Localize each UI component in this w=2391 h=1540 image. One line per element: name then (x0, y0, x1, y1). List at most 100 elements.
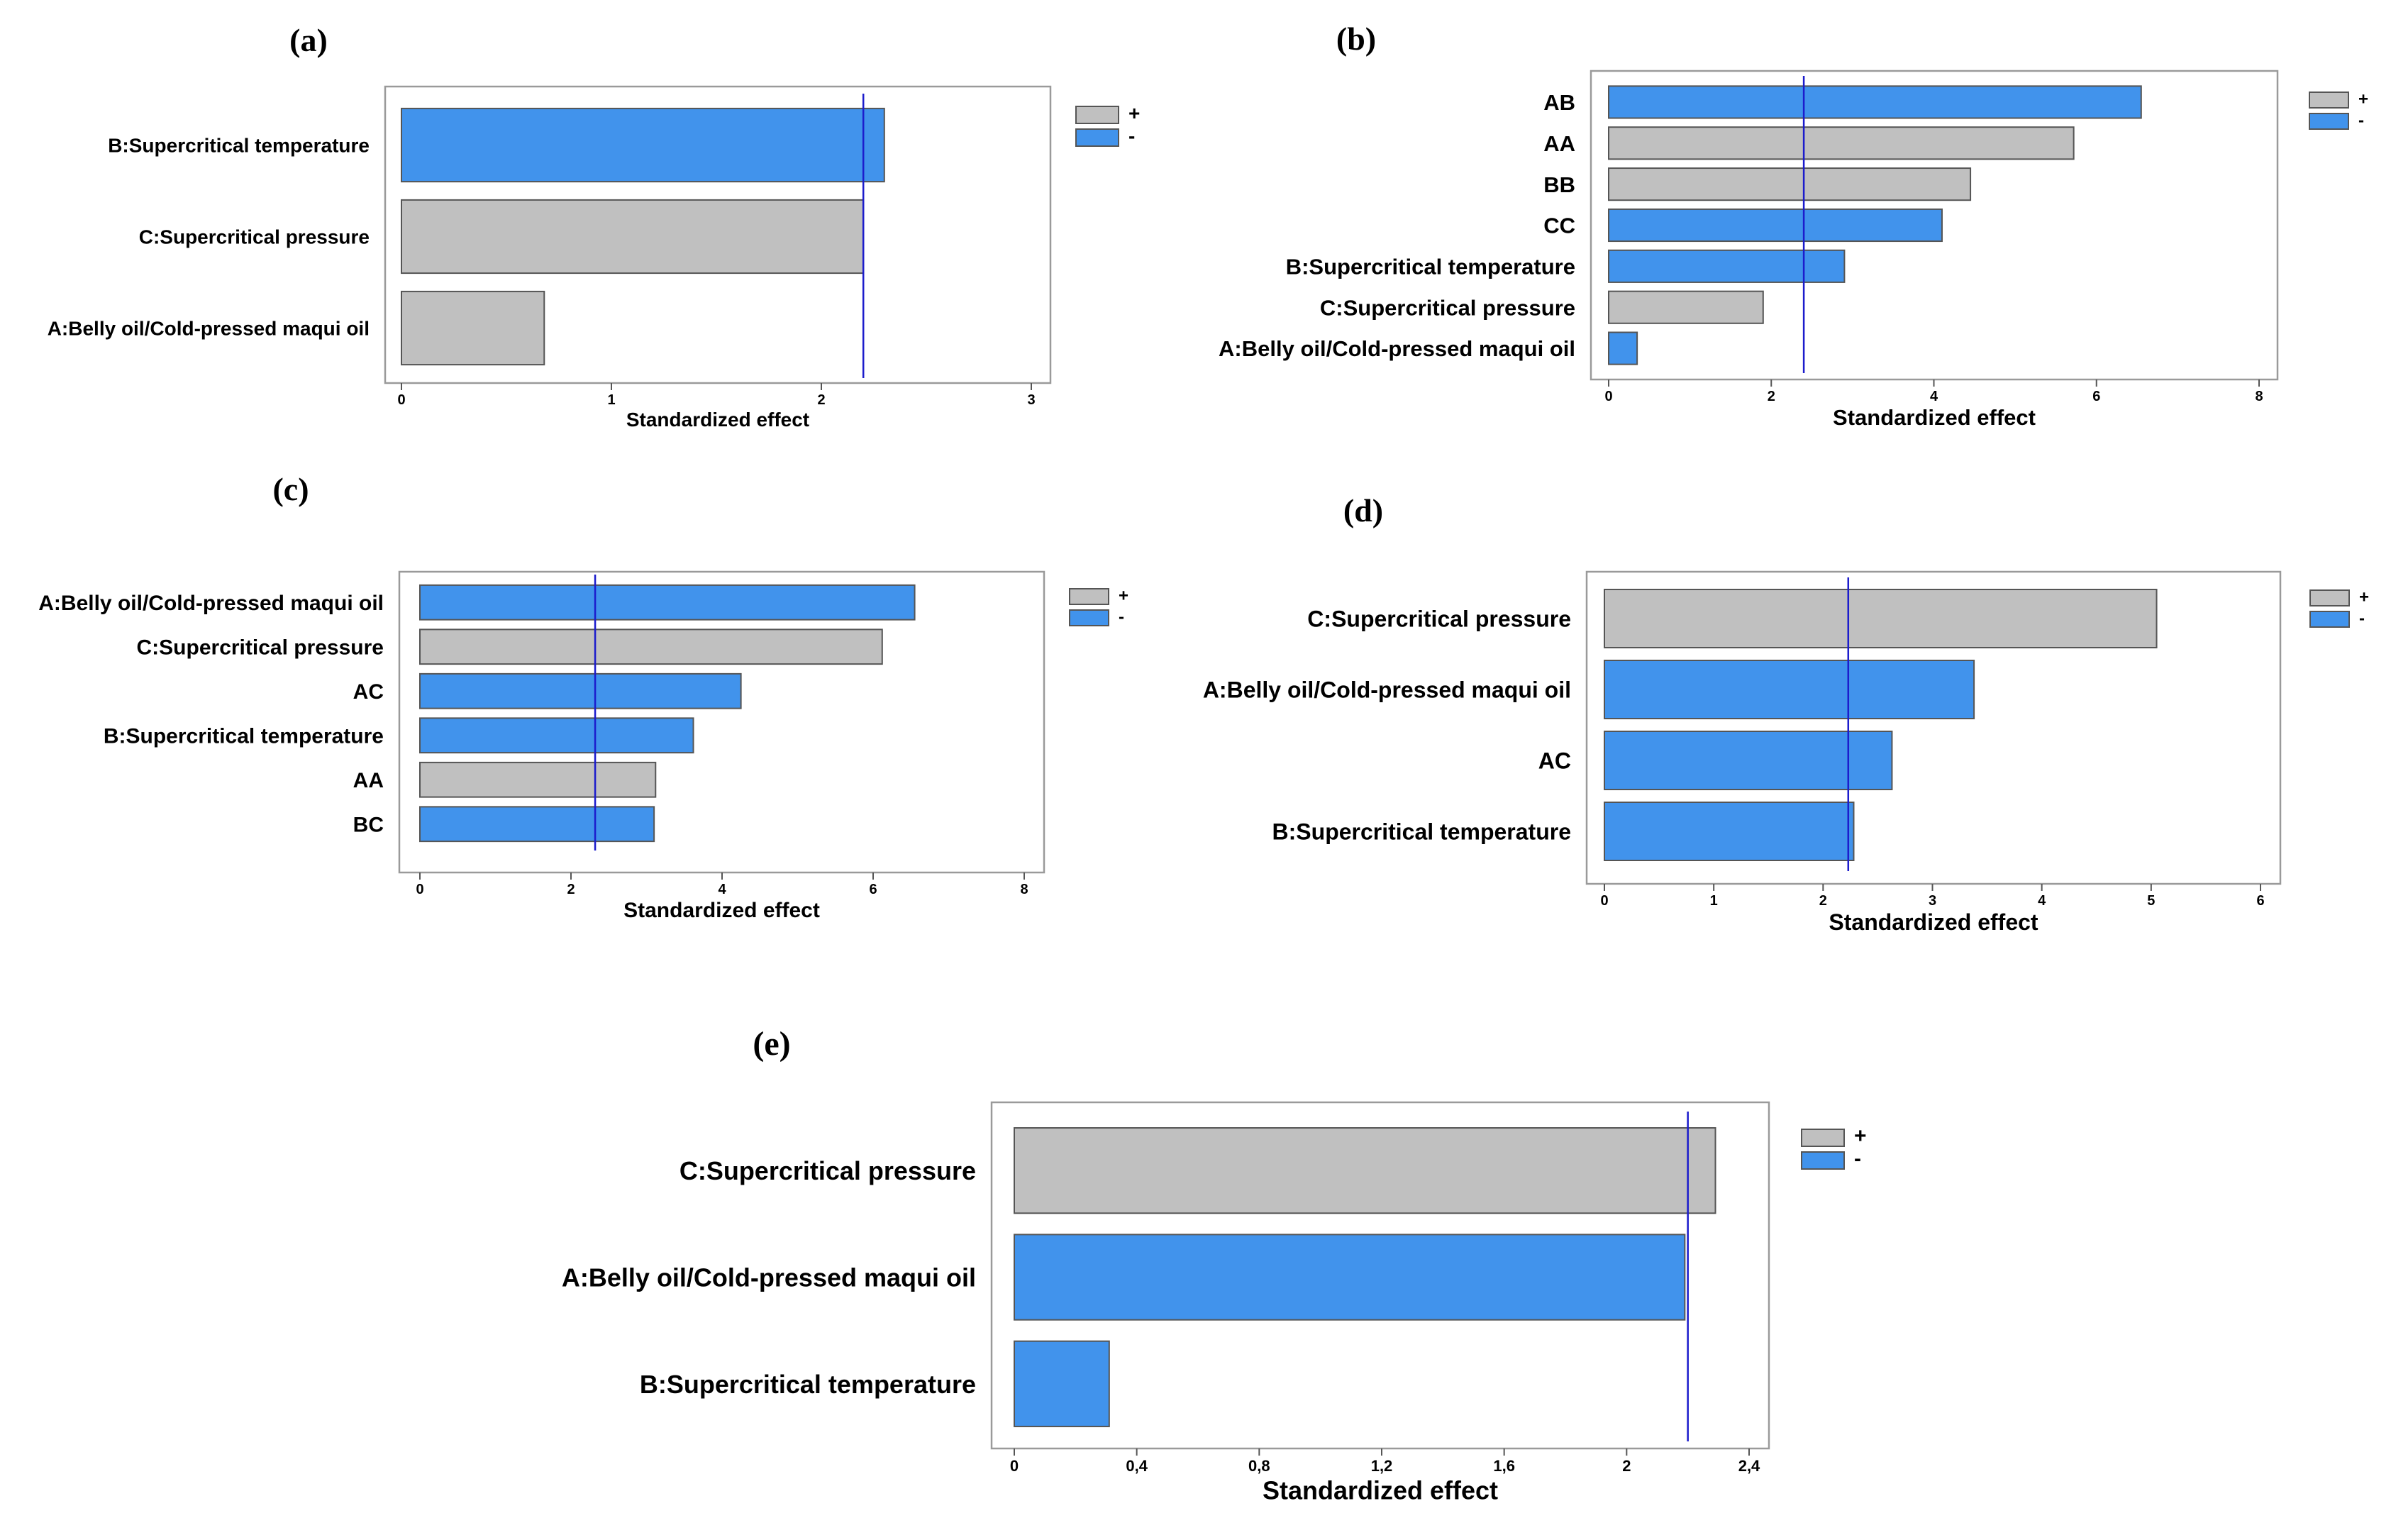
bar-negative (1604, 660, 1975, 719)
category-label: AB (1543, 90, 1575, 115)
category-label: C:Supercritical pressure (139, 226, 370, 248)
x-tick-label: 3 (1929, 893, 1936, 909)
panel-label: (e) (753, 1025, 790, 1063)
x-axis-title: Standardized effect (1833, 405, 2036, 430)
x-tick-label: 2 (1622, 1457, 1631, 1475)
legend-swatch-positive (2309, 589, 2350, 606)
legend-label: + (2358, 90, 2368, 109)
legend-label: + (1119, 587, 1128, 606)
x-tick-label: 0 (1600, 893, 1608, 909)
bar-negative (1608, 331, 1638, 365)
category-label: BB (1543, 172, 1575, 197)
bar-positive (419, 761, 657, 798)
x-tick-label: 6 (2256, 893, 2264, 909)
chart-panel-a: (a) B:Supercritical temperature C:Supercri… (48, 22, 1141, 431)
x-tick-label: 1 (1710, 893, 1718, 909)
x-tick-label: 6 (869, 882, 877, 897)
x-tick-label: 4 (1930, 389, 1938, 404)
bar-negative (419, 717, 694, 754)
legend-swatch-negative (1801, 1151, 1845, 1170)
category-label: B:Supercritical temperature (108, 135, 370, 157)
legend-label: + (2359, 588, 2369, 607)
x-tick-label: 0 (1010, 1457, 1019, 1475)
x-tick-label: 0,4 (1126, 1457, 1148, 1475)
category-label: BC (353, 814, 384, 837)
panel-label: (c) (272, 471, 309, 507)
category-label: A:Belly oil/Cold-pressed maqui oil (1203, 677, 1571, 703)
x-axis-title: Standardized effect (1263, 1476, 1498, 1505)
x-tick-label: 0 (397, 392, 405, 408)
bar-positive (1608, 126, 2075, 160)
x-tick-label: 0 (416, 882, 423, 897)
x-tick-label: 1,6 (1493, 1457, 1515, 1475)
legend-label: + (1128, 102, 1140, 124)
category-label: A:Belly oil/Cold-pressed maqui oil (48, 318, 370, 340)
category-label: C:Supercritical pressure (679, 1156, 976, 1185)
category-label: CC (1543, 214, 1575, 238)
bar-negative (1608, 208, 1943, 243)
legend-swatch-positive (1801, 1129, 1845, 1147)
x-axis-title: Standardized effect (623, 899, 820, 922)
category-label: A:Belly oil/Cold-pressed maqui oil (1219, 336, 1575, 361)
bar-negative (419, 806, 655, 843)
category-label: A:Belly oil/Cold-pressed maqui oil (562, 1263, 976, 1292)
legend-label: - (2358, 111, 2364, 131)
category-label: B:Supercritical temperature (1272, 819, 1571, 845)
bar-negative (1608, 249, 1846, 283)
bar-positive (401, 290, 545, 366)
bar-positive (1608, 167, 1972, 201)
panel-label: (a) (289, 22, 328, 58)
legend-swatch-negative (2309, 611, 2350, 628)
category-label: B:Supercritical temperature (1286, 255, 1575, 279)
x-tick-label: 8 (1020, 882, 1028, 897)
bar-negative (1014, 1340, 1110, 1427)
panel-label: (d) (1343, 492, 1383, 528)
legend-label: - (1854, 1147, 1861, 1170)
bar-negative (419, 672, 742, 709)
category-label: B:Supercritical temperature (640, 1370, 976, 1399)
category-label: C:Supercritical pressure (1320, 295, 1575, 320)
x-tick-label: 2,4 (1738, 1457, 1760, 1475)
bar-positive (419, 628, 883, 665)
category-label: AC (353, 680, 384, 704)
bar-positive (1604, 589, 2158, 648)
legend-swatch-negative (1069, 609, 1109, 626)
x-tick-label: 3 (1027, 392, 1035, 408)
x-tick-label: 1 (607, 392, 615, 408)
legend-label: - (1128, 125, 1135, 147)
category-label: AA (1543, 131, 1575, 156)
bar-positive (1608, 290, 1764, 324)
legend-swatch-positive (1075, 106, 1119, 124)
x-tick-label: 4 (2038, 893, 2046, 909)
x-tick-label: 4 (718, 882, 726, 897)
chart-panel-d: (d) C:Supercritical pressure A:Belly oil/C… (1203, 492, 2369, 935)
x-tick-label: 8 (2255, 389, 2263, 404)
category-label: C:Supercritical pressure (1307, 606, 1571, 632)
legend-label: + (1854, 1124, 1867, 1148)
x-tick-label: 1,2 (1371, 1457, 1393, 1475)
bar-positive (1014, 1127, 1716, 1214)
x-tick-label: 0,8 (1248, 1457, 1270, 1475)
bar-negative (401, 107, 885, 183)
chart-panel-b: (b) AB AA BB CC B:Supercritical temperature C:… (1219, 21, 2368, 430)
category-label: AA (353, 769, 384, 792)
legend-swatch-negative (2309, 113, 2349, 130)
bar-negative (1604, 731, 1893, 790)
category-label: B:Supercritical temperature (104, 725, 384, 748)
category-label: C:Supercritical pressure (137, 636, 384, 660)
category-label: A:Belly oil/Cold-pressed maqui oil (38, 592, 384, 615)
x-tick-label: 5 (2147, 893, 2155, 909)
chart-panel-c: (c) A:Belly oil/Cold-pressed maqui oil C:S… (38, 471, 1128, 922)
x-tick-label: 2 (1819, 893, 1827, 909)
x-axis-title: Standardized effect (1829, 909, 2038, 935)
x-axis-title: Standardized effect (626, 409, 809, 431)
bar-negative (419, 584, 916, 621)
bar-positive (401, 199, 865, 275)
bar-negative (1014, 1234, 1686, 1321)
legend-swatch-negative (1075, 128, 1119, 147)
x-tick-label: 2 (817, 392, 825, 408)
x-tick-label: 2 (567, 882, 575, 897)
x-tick-label: 0 (1604, 389, 1612, 404)
legend-swatch-positive (2309, 92, 2349, 109)
